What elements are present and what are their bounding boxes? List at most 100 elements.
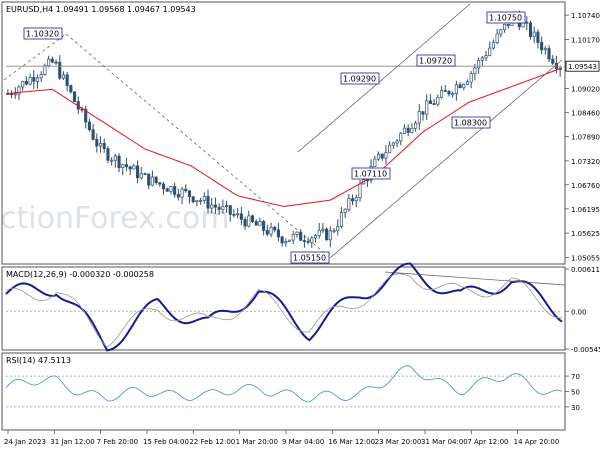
candle-body	[184, 188, 188, 192]
candle-body	[269, 226, 273, 235]
candle-body	[462, 83, 466, 89]
candle-body	[165, 188, 169, 192]
channel-upper-line	[297, 3, 471, 153]
candle-body	[61, 74, 66, 79]
x-tick-label: 31 Mar 04:00	[421, 438, 468, 446]
candle-body	[236, 213, 240, 216]
x-tick-label: 24 Jan 2023	[4, 438, 46, 446]
candle-body	[124, 164, 129, 168]
macd-panel-title: MACD(12,26,9) -0.000320 -0.000258	[6, 270, 154, 279]
candle-body	[117, 155, 121, 169]
annotation-label: 1.10320	[26, 30, 59, 39]
current-price-label: 1.09543	[568, 63, 597, 71]
candle-body	[358, 183, 362, 199]
candle-body	[28, 77, 32, 85]
candle-body	[106, 148, 110, 161]
candle-body	[110, 159, 114, 162]
candle-body	[425, 100, 429, 115]
annotation-box	[23, 27, 63, 40]
candle-body	[373, 158, 377, 167]
candle-body	[169, 186, 173, 192]
annotation-label: 1.09720	[419, 57, 452, 66]
candle-body	[24, 80, 28, 85]
candle-body	[495, 33, 499, 43]
candle-body	[47, 58, 51, 67]
candle-body	[265, 230, 269, 235]
macd-line	[5, 262, 563, 352]
candle-body	[391, 142, 395, 146]
macd-y-tick-label: 0.00	[571, 308, 587, 316]
macd-divergence-line	[384, 271, 566, 286]
candle-body	[488, 47, 492, 56]
candle-body	[310, 237, 314, 243]
candle-body	[525, 21, 529, 24]
candle-body	[343, 208, 347, 213]
price-y-tick-label: 1.09020	[571, 85, 600, 93]
candle-body	[354, 197, 358, 202]
candle-body	[469, 73, 473, 83]
annotation-label: 1.09290	[343, 75, 376, 84]
annotation-label: 1.10750	[489, 14, 522, 23]
candle-body	[143, 173, 147, 176]
candle-body	[380, 153, 384, 159]
candle-body	[306, 240, 310, 243]
candle-body	[10, 93, 14, 96]
x-tick-label: 22 Feb 12:00	[189, 438, 235, 446]
candle-body	[150, 176, 154, 186]
candle-body	[458, 84, 462, 89]
candle-body	[228, 205, 232, 215]
candle-body	[491, 42, 495, 49]
moving-average-line	[5, 67, 563, 208]
candle-body	[206, 196, 210, 209]
candle-body	[65, 74, 69, 86]
annotation-box	[451, 116, 491, 129]
candle-body	[191, 196, 195, 203]
price-y-tick-label: 1.08460	[571, 109, 600, 117]
candle-body	[69, 85, 73, 93]
candle-body	[347, 198, 351, 210]
candle-body	[195, 200, 199, 203]
axes: 1.107401.101701.095951.090201.084601.078…	[4, 12, 600, 446]
candle-body	[113, 155, 117, 161]
annotation-box	[290, 251, 330, 264]
candle-body	[328, 230, 332, 241]
candle-body	[295, 231, 299, 235]
candle-body	[532, 31, 536, 37]
candle-body	[154, 176, 158, 183]
candle-body	[13, 93, 17, 96]
candle-body	[284, 241, 288, 244]
price-panel-frame	[1, 1, 566, 265]
candle-body	[536, 31, 540, 43]
annotation-label: 1.08300	[454, 119, 487, 128]
candle-body	[54, 61, 58, 64]
candle-body	[232, 213, 236, 216]
candle-body	[250, 215, 255, 222]
price-panel-title: EURUSD,H4 1.09491 1.09568 1.09467 1.0954…	[6, 5, 196, 14]
price-y-tick-label: 1.06195	[571, 206, 600, 214]
price-y-tick-label: 1.06760	[571, 182, 600, 190]
candle-body	[376, 153, 381, 160]
candle-body	[339, 212, 344, 227]
candle-body	[239, 213, 243, 220]
candle-body	[325, 228, 329, 241]
rsi-panel-title: RSI(14) 47.5113	[6, 356, 71, 365]
candle-body	[480, 57, 484, 61]
candle-body	[402, 127, 407, 134]
candle-body	[432, 103, 436, 105]
candle-body	[132, 165, 136, 170]
candle-body	[187, 190, 192, 198]
candle-body	[506, 23, 510, 26]
candle-body	[502, 23, 507, 31]
candle-body	[43, 65, 47, 75]
candle-body	[224, 205, 229, 207]
annotation-label: 1.05150	[293, 254, 326, 263]
candle-body	[410, 127, 414, 133]
annotation-box	[340, 72, 380, 85]
candle-body	[21, 80, 25, 88]
candle-body	[39, 74, 43, 79]
candle-body	[243, 219, 247, 227]
price-y-tick-label: 1.05625	[571, 230, 600, 238]
rsi-y-tick-label: 70	[571, 373, 580, 381]
candle-body	[221, 206, 225, 210]
price-y-tick-label: 1.10740	[571, 12, 600, 20]
